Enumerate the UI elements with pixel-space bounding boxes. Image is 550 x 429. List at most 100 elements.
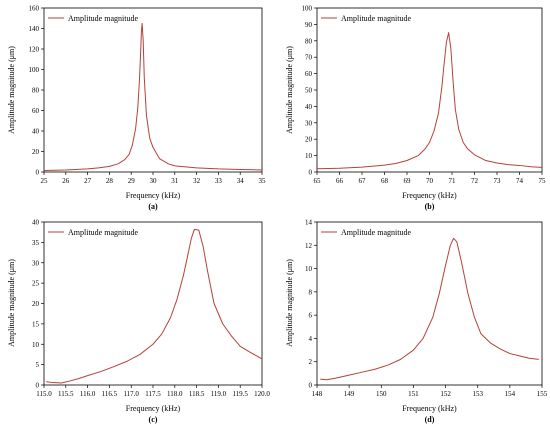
y-tick-label: 20 xyxy=(305,136,313,144)
plot-frame xyxy=(316,7,543,173)
y-axis-title: Amplitude magnitude (μm) xyxy=(285,46,294,134)
y-tick-label: 15 xyxy=(32,320,40,328)
y-tick-label: 10 xyxy=(32,341,40,349)
y-tick-label: 20 xyxy=(32,300,40,308)
x-tick-label: 70 xyxy=(426,177,434,185)
x-tick-label: 26 xyxy=(62,177,70,185)
x-tick-label: 69 xyxy=(404,177,412,185)
x-tick-label: 153 xyxy=(472,390,483,398)
x-tick-label: 66 xyxy=(336,177,344,185)
y-tick-label: 20 xyxy=(32,148,40,156)
x-tick-label: 118.5 xyxy=(189,390,205,398)
x-tick-label: 31 xyxy=(171,177,179,185)
series-line xyxy=(316,32,543,170)
x-tick-label: 68 xyxy=(381,177,389,185)
y-tick-label: 0 xyxy=(36,382,40,390)
x-axis-title: Frequency (kHz) xyxy=(126,191,181,200)
panel-label: (d) xyxy=(425,415,435,424)
x-tick-label: 73 xyxy=(494,177,502,185)
x-tick-label: 75 xyxy=(539,177,547,185)
x-tick-label: 25 xyxy=(41,177,49,185)
x-tick-label: 149 xyxy=(344,390,355,398)
plot-frame xyxy=(43,221,263,386)
y-tick-label: 30 xyxy=(32,259,40,267)
x-tick-label: 117.0 xyxy=(123,390,139,398)
y-tick-label: 90 xyxy=(305,21,313,29)
x-tick-label: 116.0 xyxy=(80,390,96,398)
y-tick-label: 0 xyxy=(309,169,313,177)
y-tick-label: 100 xyxy=(29,66,40,74)
x-tick-label: 72 xyxy=(471,177,479,185)
chart-panel-3: 115.0 115.5 116.0 116.5 117.0 117.5 118.0 118.5… xyxy=(7,219,270,425)
y-tick-label: 30 xyxy=(305,119,313,127)
legend-label: Amplitude magnitude xyxy=(68,14,138,23)
panel-label: (a) xyxy=(148,202,158,211)
panel-label: (c) xyxy=(149,415,158,424)
x-tick-label: 152 xyxy=(440,390,451,398)
x-tick-label: 115.0 xyxy=(36,390,52,398)
x-tick-label: 29 xyxy=(128,177,136,185)
x-tick-label: 120.0 xyxy=(254,390,270,398)
x-tick-label: 65 xyxy=(314,177,322,185)
x-tick-label: 67 xyxy=(359,177,367,185)
y-tick-label: 5 xyxy=(36,361,40,369)
y-tick-label: 40 xyxy=(305,103,313,111)
y-tick-label: 60 xyxy=(32,107,40,115)
x-axis-title: Frequency (kHz) xyxy=(402,191,457,200)
y-tick-label: 160 xyxy=(29,5,40,13)
y-tick-label: 25 xyxy=(32,280,40,288)
y-tick-label: 140 xyxy=(29,25,40,33)
chart-panel-2: 65 66 67 68 69 70 71 72 73 74 75 0 10 20 30 40 50 60 70 80 9… xyxy=(285,5,546,212)
x-tick-label: 154 xyxy=(505,390,516,398)
chart-panel-1: 25 26 27 28 29 30 31 32 33 34 35 0 20 40 60 80 100 120 140… xyxy=(7,5,266,212)
plot-frame xyxy=(316,221,543,386)
y-tick-label: 4 xyxy=(309,335,313,343)
x-tick-label: 119.5 xyxy=(232,390,248,398)
y-axis-title: Amplitude magnitude (μm) xyxy=(7,259,16,347)
y-tick-label: 70 xyxy=(305,54,313,62)
x-tick-label: 150 xyxy=(376,390,387,398)
series-line xyxy=(320,237,539,381)
legend-label: Amplitude magnitude xyxy=(341,228,411,237)
x-tick-label: 32 xyxy=(193,177,201,185)
x-tick-label: 30 xyxy=(150,177,158,185)
y-tick-label: 12 xyxy=(305,242,313,250)
y-tick-label: 10 xyxy=(305,152,313,160)
x-tick-label: 33 xyxy=(215,177,223,185)
x-tick-label: 119.0 xyxy=(211,390,227,398)
x-tick-label: 28 xyxy=(106,177,114,185)
x-axis-title: Frequency (kHz) xyxy=(126,404,181,413)
x-tick-label: 34 xyxy=(237,177,245,185)
y-axis-title: Amplitude magnitude (μm) xyxy=(285,259,294,347)
x-tick-label: 118.0 xyxy=(167,390,183,398)
y-tick-label: 40 xyxy=(32,128,40,136)
y-tick-label: 6 xyxy=(309,312,313,320)
x-tick-label: 116.5 xyxy=(102,390,118,398)
series-line xyxy=(43,22,263,171)
y-tick-label: 2 xyxy=(309,358,313,366)
x-tick-label: 27 xyxy=(84,177,92,185)
x-tick-label: 117.5 xyxy=(145,390,161,398)
y-tick-label: 0 xyxy=(36,169,40,177)
y-tick-label: 8 xyxy=(309,288,313,296)
y-tick-label: 10 xyxy=(305,265,313,273)
x-axis-title: Frequency (kHz) xyxy=(402,404,457,413)
x-tick-label: 74 xyxy=(516,177,524,185)
legend-label: Amplitude magnitude xyxy=(341,14,411,23)
y-tick-label: 80 xyxy=(305,37,313,45)
y-tick-label: 60 xyxy=(305,70,313,78)
x-tick-label: 155 xyxy=(537,390,548,398)
y-tick-label: 80 xyxy=(32,87,40,95)
y-axis-title: Amplitude magnitude (μm) xyxy=(7,46,16,134)
y-tick-label: 0 xyxy=(309,382,313,390)
x-tick-label: 148 xyxy=(312,390,323,398)
x-tick-label: 115.5 xyxy=(58,390,74,398)
y-tick-label: 50 xyxy=(305,87,313,95)
x-tick-label: 151 xyxy=(408,390,419,398)
chart-panel-4: 148 149 150 151 152 153 154 155 0 2 4 6 8 10 12 14 Frequ… xyxy=(285,219,548,425)
y-tick-label: 100 xyxy=(302,5,313,13)
y-tick-label: 40 xyxy=(32,219,40,227)
y-tick-label: 14 xyxy=(305,219,313,227)
x-tick-label: 35 xyxy=(259,177,267,185)
